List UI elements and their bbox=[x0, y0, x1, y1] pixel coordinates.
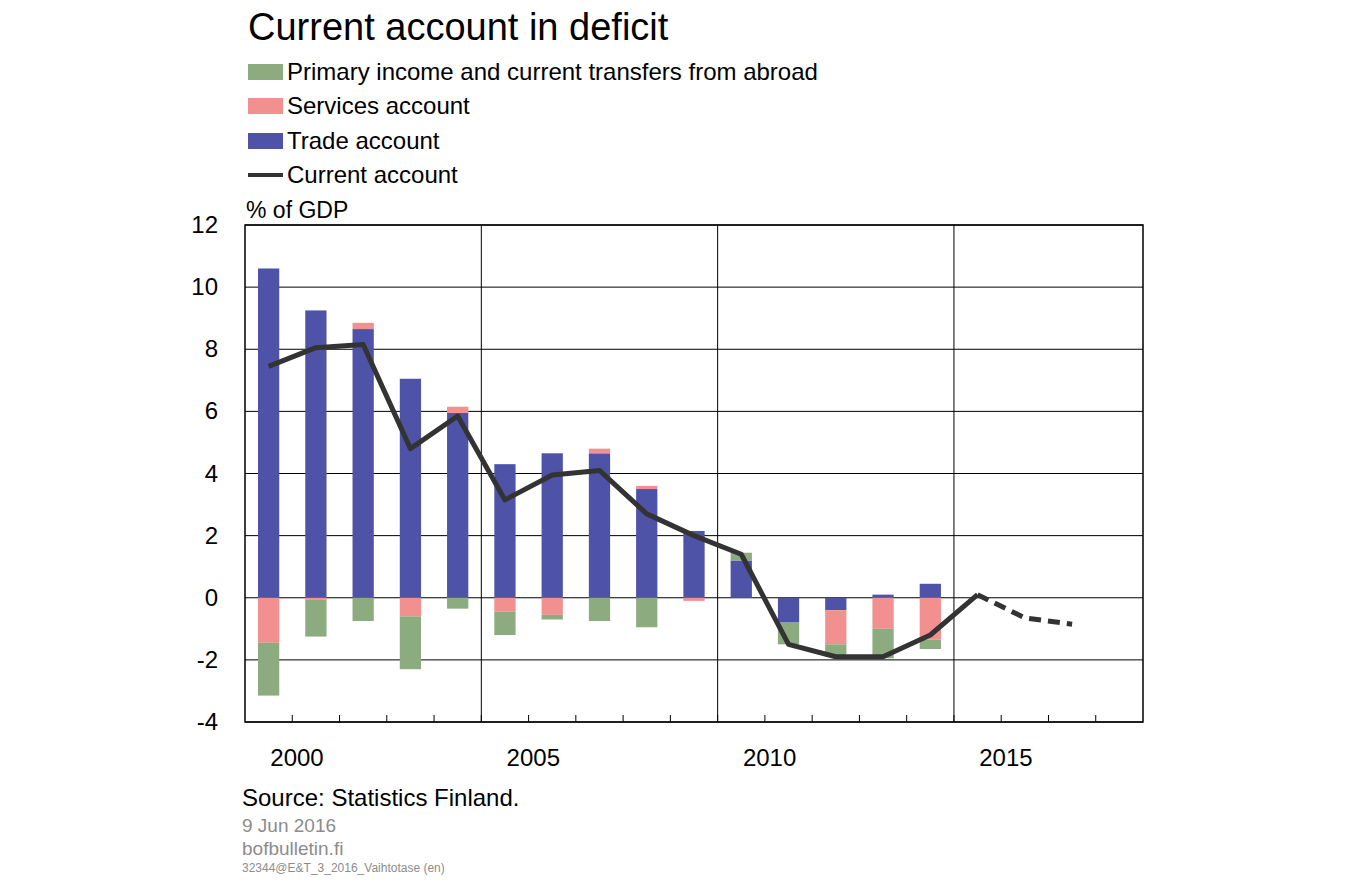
y-tick-label: 6 bbox=[205, 397, 218, 424]
x-tick bbox=[1001, 715, 1002, 722]
x-tick bbox=[859, 715, 860, 722]
grid-line-y bbox=[245, 473, 1143, 474]
x-tick bbox=[953, 715, 954, 722]
y-tick-label: 12 bbox=[191, 211, 218, 238]
plot-frame bbox=[245, 225, 1143, 722]
y-tick-label: 2 bbox=[205, 522, 218, 549]
bar bbox=[872, 598, 893, 629]
bar bbox=[920, 584, 941, 598]
bar bbox=[589, 598, 610, 621]
footer-note: 9 Jun 2016 bbox=[242, 815, 336, 836]
legend-label: Current account bbox=[287, 161, 458, 188]
bar bbox=[305, 599, 326, 636]
y-tick-label: 8 bbox=[205, 335, 218, 362]
legend-swatch bbox=[248, 173, 283, 177]
bar bbox=[778, 597, 799, 598]
footer-note: bofbulletin.fi bbox=[242, 838, 343, 859]
bar bbox=[683, 598, 704, 601]
plot-marks bbox=[258, 268, 1072, 695]
bar bbox=[825, 610, 846, 644]
bar bbox=[825, 598, 846, 610]
x-tick bbox=[670, 715, 671, 722]
grid-line-y bbox=[245, 659, 1143, 660]
line bbox=[269, 345, 978, 657]
bar bbox=[353, 598, 374, 621]
bar bbox=[353, 323, 374, 329]
x-tick-label: 2015 bbox=[979, 744, 1032, 771]
bar bbox=[447, 598, 468, 609]
x-tick bbox=[575, 715, 576, 722]
y-tick-label: -2 bbox=[197, 646, 218, 673]
x-tick bbox=[339, 715, 340, 722]
bar bbox=[353, 329, 374, 598]
bar bbox=[258, 598, 279, 643]
bar bbox=[447, 407, 468, 413]
x-tick bbox=[292, 715, 293, 722]
y-tick-label: 0 bbox=[205, 584, 218, 611]
bar bbox=[305, 598, 326, 600]
bar bbox=[778, 598, 799, 623]
bar bbox=[400, 616, 421, 669]
bar bbox=[542, 615, 563, 620]
chart: Current account in deficit Primary income… bbox=[0, 0, 1348, 880]
x-tick bbox=[1048, 715, 1049, 722]
grid-line-y bbox=[245, 411, 1143, 412]
y-tick-label: 4 bbox=[205, 460, 218, 487]
y-tick-label: -4 bbox=[197, 708, 218, 735]
x-tick bbox=[1095, 715, 1096, 722]
legend-label: Primary income and current transfers fro… bbox=[287, 58, 818, 85]
x-tick bbox=[528, 715, 529, 722]
grid-line-x bbox=[717, 225, 718, 722]
grid-line-x bbox=[481, 225, 482, 722]
x-tick bbox=[481, 715, 482, 722]
footer-note: 32344@E&T_3_2016_Vaihtotase (en) bbox=[242, 861, 445, 875]
x-tick bbox=[434, 715, 435, 722]
grid-line-y bbox=[245, 349, 1143, 350]
x-tick-label: 2005 bbox=[507, 744, 560, 771]
x-tick bbox=[623, 715, 624, 722]
legend-label: Services account bbox=[287, 92, 470, 119]
bar bbox=[589, 449, 610, 454]
line bbox=[978, 595, 1073, 625]
x-tick-label: 2000 bbox=[270, 744, 323, 771]
x-tick bbox=[717, 715, 718, 722]
bar bbox=[400, 598, 421, 617]
grid-line-y bbox=[245, 287, 1143, 288]
grid-line-x bbox=[953, 225, 954, 722]
bar bbox=[447, 413, 468, 598]
bar bbox=[636, 486, 657, 489]
bar bbox=[258, 643, 279, 696]
legend-swatch bbox=[248, 64, 283, 80]
y-tick-label: 10 bbox=[191, 273, 218, 300]
bar bbox=[636, 598, 657, 628]
bar bbox=[494, 612, 515, 635]
x-tick-label: 2010 bbox=[743, 744, 796, 771]
legend-swatch bbox=[248, 98, 283, 114]
bar bbox=[872, 595, 893, 598]
bar bbox=[542, 598, 563, 615]
x-tick bbox=[906, 715, 907, 722]
title: Current account in deficit bbox=[248, 6, 669, 48]
bar bbox=[494, 598, 515, 612]
bar bbox=[400, 379, 421, 598]
bar bbox=[258, 268, 279, 597]
bar bbox=[305, 310, 326, 597]
y-axis-label: % of GDP bbox=[246, 197, 348, 223]
legend-label: Trade account bbox=[287, 127, 440, 154]
x-tick bbox=[764, 715, 765, 722]
legend-swatch bbox=[248, 133, 283, 149]
x-tick bbox=[812, 715, 813, 722]
source: Source: Statistics Finland. bbox=[242, 784, 519, 811]
x-tick bbox=[386, 715, 387, 722]
